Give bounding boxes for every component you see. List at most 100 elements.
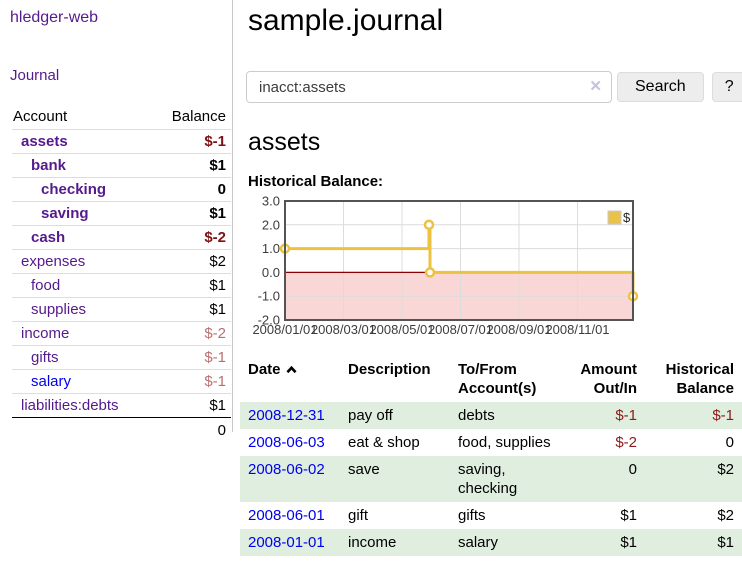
tofrom-column-header: To/From Account(s) [458, 361, 537, 397]
y-axis-ticks: 3.0 2.0 1.0 0.0 -1.0 -2.0 [258, 194, 280, 328]
svg-text:2008/09/01: 2008/09/01 [486, 322, 551, 337]
transaction-amount: $-2 [615, 434, 637, 451]
svg-text:2.0: 2.0 [262, 217, 280, 232]
transaction-row: 2008-01-01 income salary $1 $1 [240, 529, 742, 556]
transaction-date-link[interactable]: 2008-06-01 [248, 507, 325, 524]
register-header-row: Date Description To/From Account(s) Amou… [240, 356, 742, 402]
account-link-saving[interactable]: saving [41, 205, 89, 222]
transaction-accounts: saving, checking [458, 461, 518, 497]
search-form: ✕ Search ? [246, 71, 742, 103]
account-link-liabilities-debts[interactable]: liabilities:debts [21, 397, 119, 414]
account-link-food[interactable]: food [31, 277, 61, 294]
main-content: sample.journal ✕ Search ? assets Histori… [234, 0, 742, 556]
sidebar: hledger-web Journal Account Balance asse… [0, 0, 233, 439]
transaction-balance: $-1 [712, 407, 734, 424]
svg-text:1.0: 1.0 [262, 241, 280, 256]
svg-text:2008/03/01: 2008/03/01 [311, 322, 376, 337]
transaction-row: 2008-06-02 save saving, checking 0 $2 [240, 456, 742, 502]
transaction-accounts: salary [458, 534, 499, 551]
transaction-date-link[interactable]: 2008-01-01 [248, 534, 325, 551]
svg-text:0.0: 0.0 [262, 265, 280, 280]
svg-text:2008/07/01: 2008/07/01 [428, 322, 493, 337]
account-link-checking[interactable]: checking [41, 181, 107, 198]
svg-text:-1.0: -1.0 [258, 289, 280, 304]
account-row-salary: salary $-1 [12, 369, 231, 394]
transaction-amount: $1 [620, 534, 637, 551]
transaction-balance: $2 [717, 461, 734, 478]
account-row-income: income $-2 [12, 321, 231, 346]
account-link-cash[interactable]: cash [31, 229, 66, 246]
transaction-balance: 0 [725, 434, 734, 451]
account-row-cash: cash $-2 [12, 225, 231, 250]
transaction-description: income [348, 534, 397, 551]
account-balance: $1 [151, 201, 231, 226]
historical-balance-column-header: Historical Balance [665, 361, 734, 397]
account-row-gifts: gifts $-1 [12, 345, 231, 370]
transaction-description: pay off [348, 407, 393, 424]
account-balance: 0 [151, 177, 231, 202]
transaction-accounts: debts [458, 407, 495, 424]
transaction-date-link[interactable]: 2008-06-02 [248, 461, 325, 478]
sidebar-item-journal[interactable]: Journal [10, 67, 60, 84]
accounts-total-row: 0 [12, 418, 231, 443]
svg-text:2008/01/01: 2008/01/01 [252, 322, 317, 337]
account-balance: $-1 [151, 129, 231, 154]
account-heading: assets [248, 128, 321, 156]
account-row-food: food $1 [12, 273, 231, 298]
account-link-income[interactable]: income [21, 325, 70, 342]
balance-chart: $ 3.0 2.0 1.0 0.0 -1.0 -2.0 2008/01/01 2… [252, 194, 639, 337]
account-balance: $2 [151, 249, 231, 274]
transaction-accounts: gifts [458, 507, 486, 524]
plot-border [284, 200, 634, 321]
register-table: Date Description To/From Account(s) Amou… [240, 356, 742, 556]
account-balance: $-2 [151, 225, 231, 250]
account-balance: $-2 [151, 321, 231, 346]
account-row-expenses: expenses $2 [12, 249, 231, 274]
svg-text:-2.0: -2.0 [258, 313, 280, 328]
account-row-liabilities-debts: liabilities:debts $1 [12, 393, 231, 418]
chart-legend: $ [607, 210, 631, 225]
account-balance: $-1 [151, 345, 231, 370]
svg-text:2008/11/01: 2008/11/01 [545, 322, 609, 337]
transaction-row: 2008-06-03 eat & shop food, supplies $-2… [240, 429, 742, 456]
legend-label: $ [623, 210, 631, 225]
svg-text:3.0: 3.0 [262, 194, 280, 209]
amount-column-header: Amount Out/In [580, 361, 637, 397]
search-button[interactable]: Search [617, 72, 704, 102]
help-button[interactable]: ? [711, 72, 742, 102]
balance-column-header: Balance [151, 105, 231, 130]
account-balance: $-1 [151, 369, 231, 394]
page-title: sample.journal [248, 4, 444, 37]
transaction-amount: 0 [628, 461, 637, 478]
account-row-bank: bank $1 [12, 153, 231, 178]
account-link-bank[interactable]: bank [31, 157, 67, 174]
transaction-amount: $-1 [615, 407, 637, 424]
account-balance: $1 [151, 273, 231, 298]
account-link-supplies[interactable]: supplies [31, 301, 87, 318]
account-row-checking: checking 0 [12, 177, 231, 202]
x-axis-ticks: 2008/01/01 2008/03/01 2008/05/01 2008/07… [252, 322, 609, 337]
transaction-date-link[interactable]: 2008-12-31 [248, 407, 325, 424]
account-row-supplies: supplies $1 [12, 297, 231, 322]
account-balance: $1 [151, 153, 231, 178]
account-row-assets: assets $-1 [12, 129, 231, 154]
transaction-accounts: food, supplies [458, 434, 551, 451]
account-link-gifts[interactable]: gifts [31, 349, 59, 366]
account-link-expenses[interactable]: expenses [21, 253, 86, 270]
transaction-row: 2008-06-01 gift gifts $1 $2 [240, 502, 742, 529]
app-title-link[interactable]: hledger-web [10, 9, 99, 26]
date-column-header[interactable]: Date [240, 356, 340, 402]
account-link-assets[interactable]: assets [21, 133, 68, 150]
transaction-description: save [348, 461, 380, 478]
transaction-amount: $1 [620, 507, 637, 524]
chart-title: Historical Balance: [248, 173, 384, 190]
description-column-header: Description [348, 361, 431, 378]
account-column-header: Account [12, 105, 152, 130]
transaction-date-link[interactable]: 2008-06-03 [248, 434, 325, 451]
account-link-salary[interactable]: salary [31, 373, 72, 390]
transaction-description: gift [348, 507, 369, 524]
sort-asc-icon [285, 360, 298, 379]
search-input[interactable] [246, 71, 612, 103]
clear-search-icon[interactable]: ✕ [589, 78, 602, 95]
account-balance-table: Account Balance assets $-1 bank $1 check… [12, 105, 231, 442]
